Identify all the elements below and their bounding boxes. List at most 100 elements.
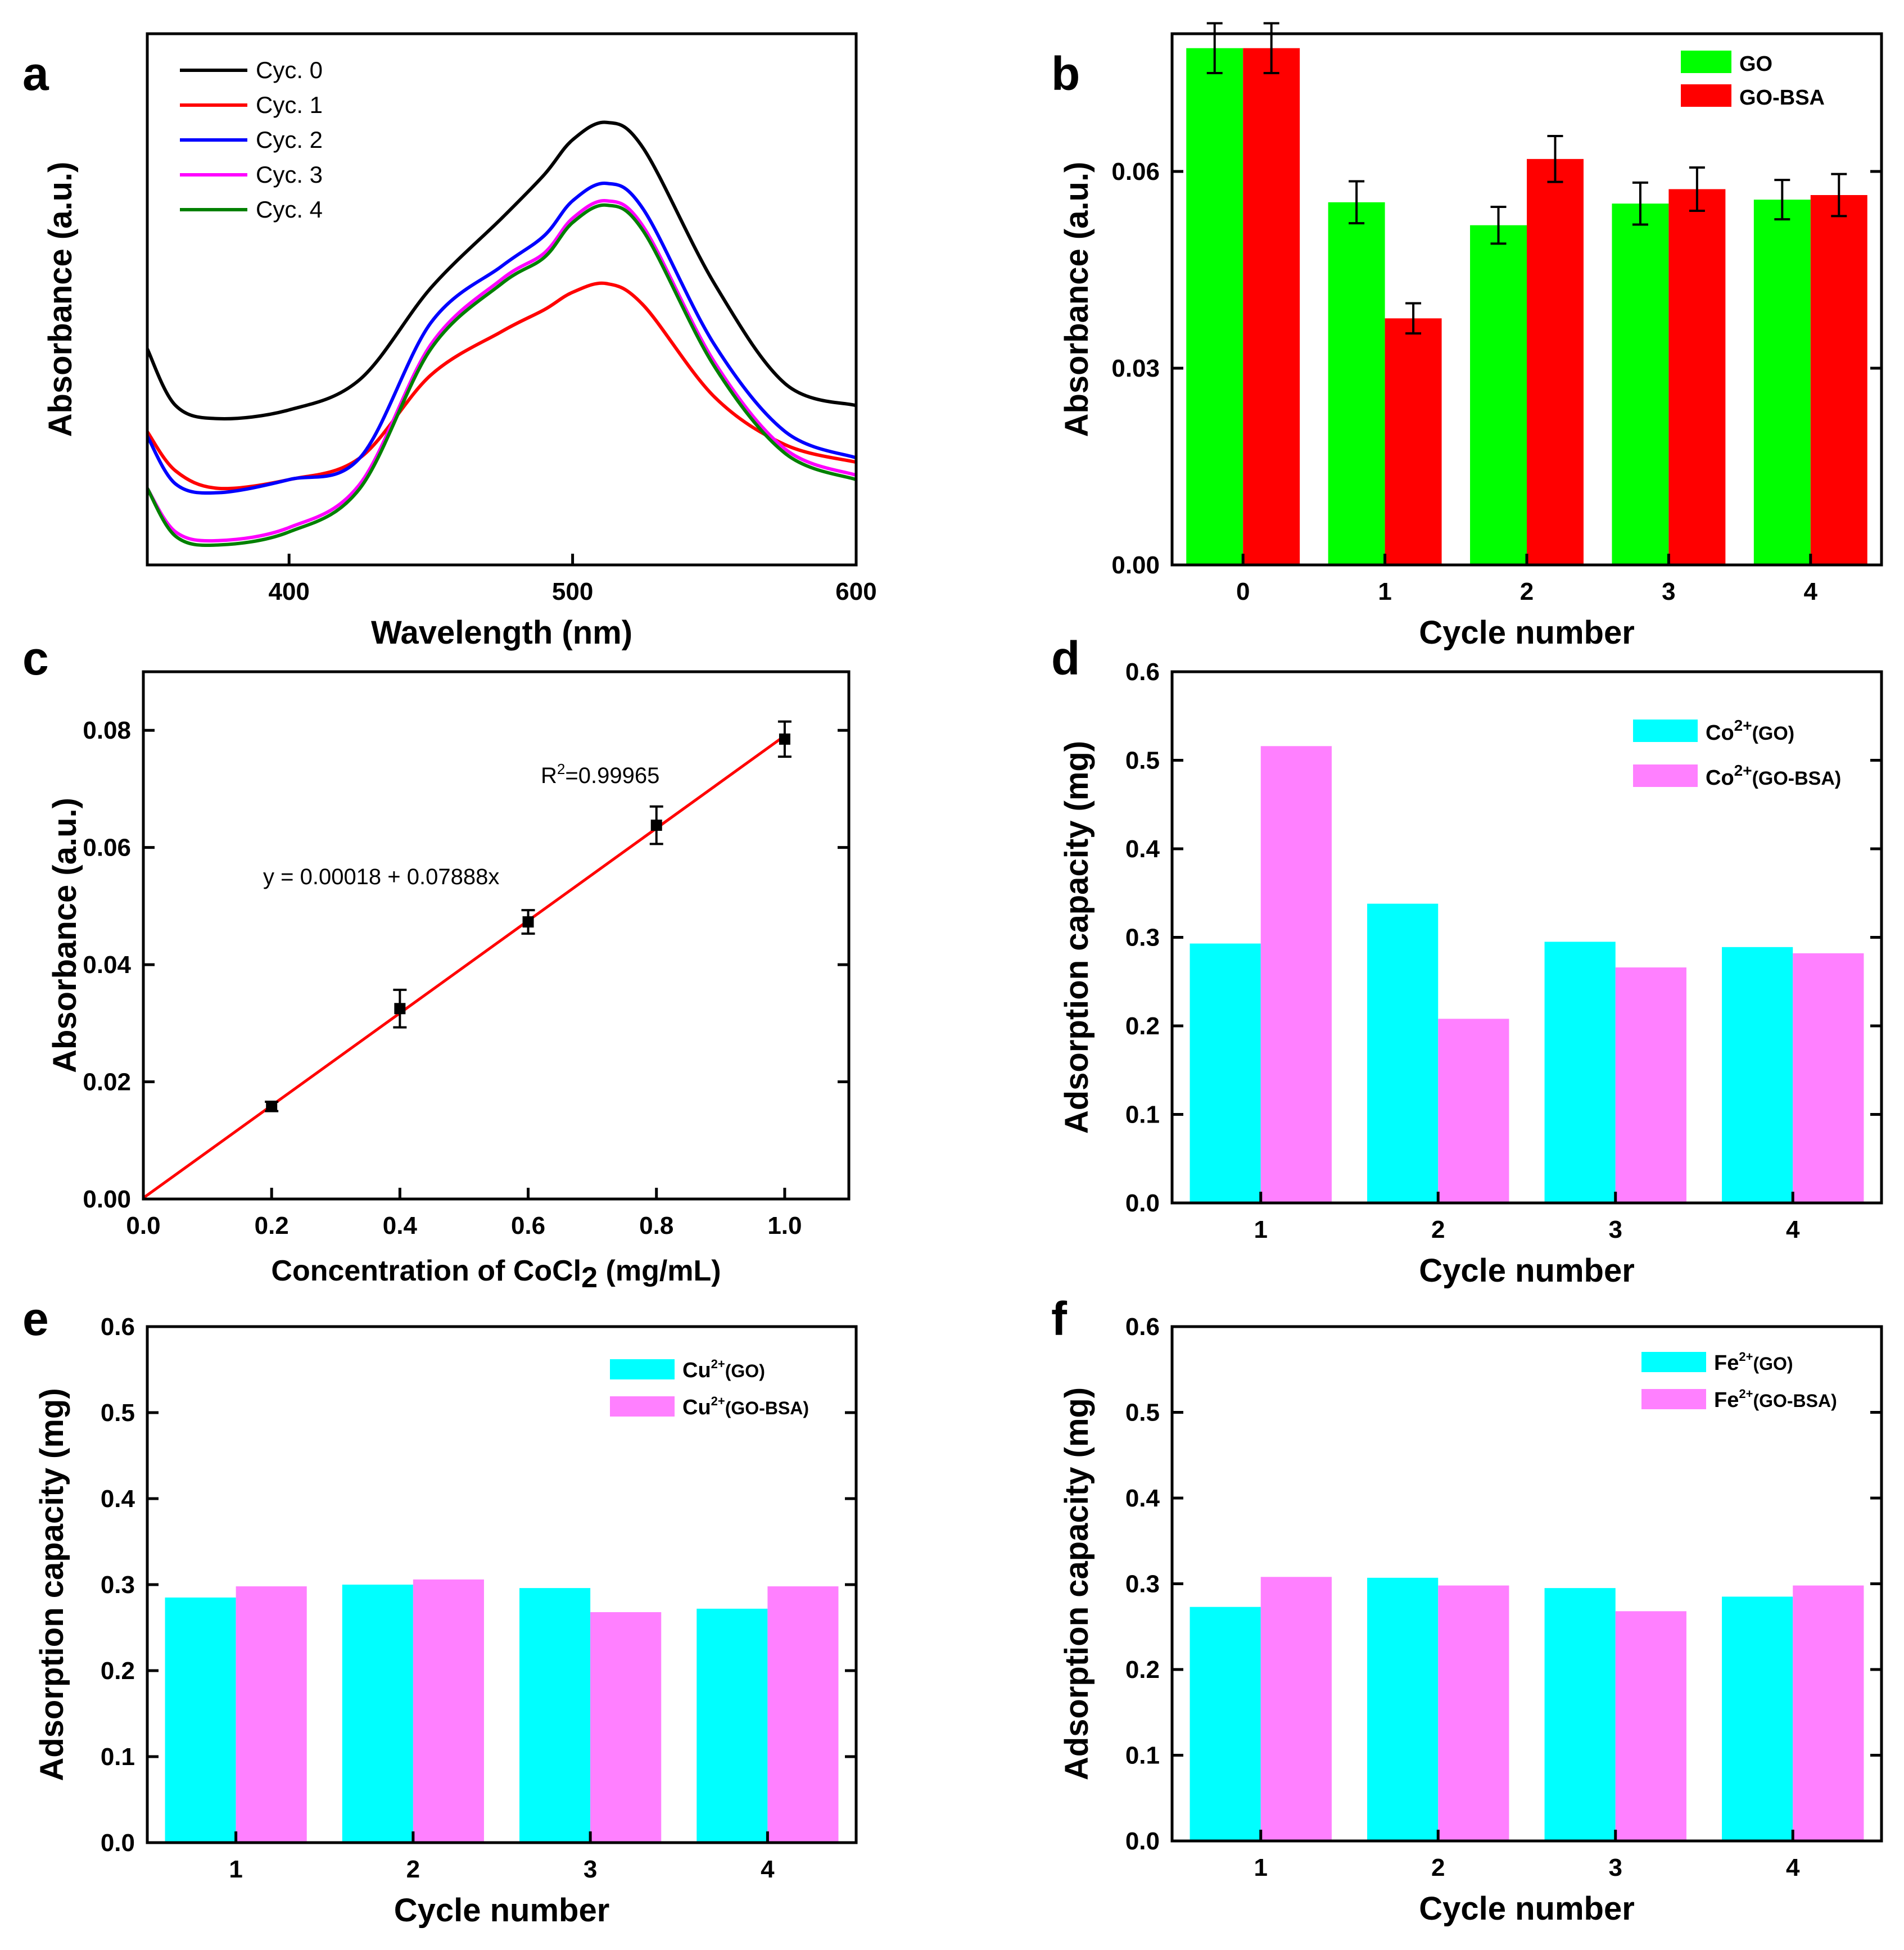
x-tick-label: 500 bbox=[552, 578, 593, 605]
bar-d-s1-c2 bbox=[1615, 967, 1686, 1203]
x-axis-title-f: Cycle number bbox=[1419, 1890, 1635, 1927]
y-tick-label: 0.3 bbox=[1125, 924, 1160, 952]
x-axis-title-a: Wavelength (nm) bbox=[371, 614, 632, 651]
y-tick-label: 0.4 bbox=[1125, 835, 1160, 863]
legend-label-1: GO-BSA bbox=[1739, 86, 1825, 110]
y-axis-title-a: Absorbance (a.u.) bbox=[42, 162, 79, 437]
legend-label-0: Cu2+(GO) bbox=[682, 1357, 765, 1382]
legend-label-2: Cyc. 2 bbox=[256, 126, 323, 153]
data-point bbox=[266, 1101, 278, 1112]
bar-f-s1-c3 bbox=[1793, 1585, 1864, 1841]
x-tick-label: 0.8 bbox=[639, 1212, 673, 1239]
x-tick-label: 4 bbox=[1786, 1854, 1800, 1881]
panel-b: 0 1 2 3 4 0.00 0.03 0.06 GO GO-BSA Cycle number Abs… bbox=[1059, 22, 1883, 651]
x-tick-label: 2 bbox=[1431, 1216, 1445, 1243]
x-tick-label: 4 bbox=[1804, 578, 1818, 605]
spectrum-line-1 bbox=[146, 281, 857, 491]
legend-label-0: Cyc. 0 bbox=[256, 57, 323, 83]
bar-e-s1-c0 bbox=[236, 1586, 307, 1843]
y-tick-label: 0.2 bbox=[1125, 1656, 1160, 1684]
y-tick-label: 0.0 bbox=[1125, 1189, 1160, 1217]
panel-letter-a: a bbox=[22, 47, 49, 100]
x-tick-label: 4 bbox=[1786, 1216, 1800, 1243]
legend-swatch-0 bbox=[1633, 720, 1698, 742]
x-tick-label: 400 bbox=[268, 578, 309, 605]
bar-f-s0-c2 bbox=[1544, 1588, 1616, 1841]
legend-label-4: Cyc. 4 bbox=[256, 196, 323, 223]
data-point bbox=[522, 916, 534, 928]
y-tick-label: 0.4 bbox=[1125, 1485, 1160, 1512]
y-tick-label: 0.3 bbox=[101, 1571, 135, 1599]
x-tick-label: 0 bbox=[1236, 578, 1250, 605]
y-tick-label: 0.04 bbox=[83, 951, 131, 979]
panel-letter-d: d bbox=[1051, 632, 1080, 685]
panel-letter-f: f bbox=[1051, 1292, 1068, 1345]
y-axis-title-c: Absorbance (a.u.) bbox=[47, 798, 83, 1073]
bar-d-s0-c3 bbox=[1722, 947, 1793, 1203]
bar-d-s1-c3 bbox=[1793, 953, 1864, 1203]
x-tick-label: 3 bbox=[584, 1856, 597, 1883]
x-axis-title-c: Concentration of CoCl2 (mg/mL) bbox=[271, 1255, 721, 1294]
spectrum-line-0 bbox=[146, 120, 857, 420]
x-tick-label: 1.0 bbox=[767, 1212, 802, 1239]
y-tick-label: 0.0 bbox=[1125, 1827, 1160, 1855]
fit-line bbox=[142, 734, 786, 1200]
bar-f-s0-c3 bbox=[1722, 1596, 1793, 1841]
x-tick-label: 3 bbox=[1609, 1854, 1622, 1881]
x-tick-label: 1 bbox=[1254, 1216, 1268, 1243]
x-axis-title-b: Cycle number bbox=[1419, 614, 1635, 651]
y-tick-label: 0.02 bbox=[83, 1069, 131, 1096]
panel-letter-e: e bbox=[22, 1292, 49, 1345]
spectrum-line-4 bbox=[146, 203, 857, 547]
x-tick-label: 3 bbox=[1609, 1216, 1622, 1243]
legend-swatch-0 bbox=[1641, 1352, 1706, 1372]
y-tick-label: 0.5 bbox=[101, 1399, 135, 1427]
bar-d-s1-c1 bbox=[1438, 1019, 1509, 1203]
y-tick-label: 0.6 bbox=[1125, 658, 1160, 686]
bar-b-s0-c2 bbox=[1470, 225, 1527, 565]
x-tick-label: 1 bbox=[229, 1856, 242, 1883]
plot-frame bbox=[146, 32, 858, 567]
plot-frame bbox=[1170, 32, 1883, 567]
panel-a: Cyc. 0 Cyc. 1 Cyc. 2 Cyc. 3 Cyc. 4 400 500 600 W… bbox=[42, 32, 877, 651]
x-tick-label: 0.0 bbox=[126, 1212, 160, 1239]
bar-d-s0-c1 bbox=[1367, 903, 1439, 1203]
y-tick-label: 0.1 bbox=[101, 1743, 135, 1771]
bar-b-s1-c3 bbox=[1668, 189, 1726, 565]
bar-e-s0-c2 bbox=[519, 1588, 591, 1843]
legend-label-1: Cu2+(GO-BSA) bbox=[682, 1394, 809, 1419]
y-tick-label: 0.00 bbox=[83, 1186, 131, 1213]
bar-b-s1-c1 bbox=[1385, 318, 1442, 565]
panel-e: 1 2 3 4 0.0 0.1 0.2 0.3 0.4 0.5 0.6 Cu2+(GO) Cu2+(GO… bbox=[34, 1313, 858, 1929]
x-tick-label: 0.2 bbox=[255, 1212, 289, 1239]
x-tick-label: 2 bbox=[1520, 578, 1534, 605]
legend-label-0: Co2+(GO) bbox=[1706, 717, 1794, 745]
bar-d-s0-c0 bbox=[1190, 943, 1261, 1203]
bar-e-s1-c3 bbox=[767, 1586, 839, 1843]
panel-f: 1 2 3 4 0.0 0.1 0.2 0.3 0.4 0.5 0.6 Fe2+(GO) Fe2+(GO… bbox=[1059, 1313, 1883, 1927]
x-tick-label: 4 bbox=[761, 1856, 775, 1883]
bar-f-s0-c1 bbox=[1367, 1577, 1439, 1841]
y-tick-label: 0.06 bbox=[83, 834, 131, 862]
bar-d-s1-c0 bbox=[1260, 746, 1332, 1203]
y-axis-title-f: Adsorption capacity (mg) bbox=[1059, 1387, 1095, 1780]
panel-letter-c: c bbox=[22, 632, 49, 685]
legend-label-1: Cyc. 1 bbox=[256, 92, 323, 118]
bar-b-s1-c2 bbox=[1527, 159, 1584, 565]
legend-swatch-1 bbox=[610, 1396, 675, 1417]
y-tick-label: 0.03 bbox=[1111, 355, 1160, 382]
legend-swatch-0 bbox=[610, 1359, 675, 1379]
bar-b-s1-c4 bbox=[1810, 195, 1867, 565]
fit-equation: y = 0.00018 + 0.07888x bbox=[263, 865, 499, 889]
plot-frame bbox=[146, 1325, 858, 1844]
data-point bbox=[394, 1003, 406, 1015]
legend-swatch-0 bbox=[1681, 51, 1731, 73]
bar-f-s0-c0 bbox=[1190, 1607, 1261, 1841]
y-tick-label: 0.2 bbox=[1125, 1012, 1160, 1040]
legend-swatch-1 bbox=[1681, 84, 1731, 107]
r-squared: R2=0.99965 bbox=[541, 761, 659, 788]
legend-label-1: Fe2+(GO-BSA) bbox=[1714, 1387, 1837, 1412]
y-tick-label: 0.08 bbox=[83, 717, 131, 744]
spectrum-line-2 bbox=[146, 182, 857, 495]
